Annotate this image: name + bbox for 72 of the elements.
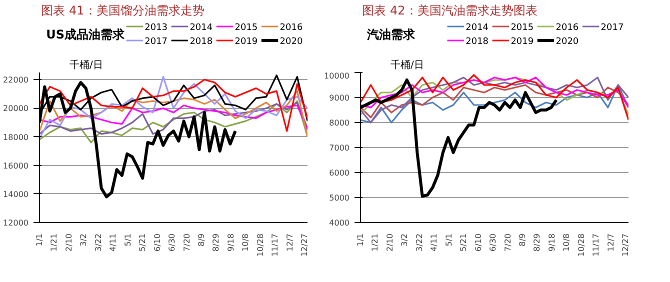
- y-tick-label: 6000: [329, 168, 350, 178]
- x-tick-label: 6/30: [168, 233, 177, 252]
- legend-label: 2020: [556, 37, 579, 47]
- x-tick-label: 9/18: [226, 233, 236, 252]
- legend-label: 2018: [466, 37, 489, 47]
- legend-label: 2016: [280, 23, 303, 33]
- x-tick-label: 8/9: [518, 234, 527, 246]
- y-axis-title: 千桶/日: [390, 59, 424, 71]
- y-tick-label: 4000: [329, 218, 350, 228]
- chart-subtitle: US成品油需求: [46, 28, 126, 42]
- x-tick-label: 10/8: [241, 233, 250, 252]
- x-tick-label: 12/27: [300, 233, 310, 257]
- x-tick-label: 7/20: [503, 233, 512, 252]
- y-axis-title: 千桶/日: [70, 59, 103, 71]
- y-tick-label: 10000: [324, 72, 350, 80]
- x-tick-label: 3/2: [400, 234, 410, 246]
- x-tick-label: 3/22: [94, 233, 103, 252]
- y-tick-label: 12000: [3, 218, 29, 228]
- x-tick-label: 1/1: [35, 234, 44, 246]
- legend-label: 2013: [144, 23, 168, 33]
- x-tick-label: 12/27: [621, 233, 630, 257]
- y-tick-label: 8000: [329, 118, 350, 128]
- chart-title: 图表 41：美国馏分油需求走势: [41, 4, 204, 18]
- x-tick-label: 12/7: [606, 233, 616, 252]
- legend-label: 2018: [190, 37, 213, 47]
- y-tick-label: 18000: [3, 132, 29, 142]
- x-tick-label: 1/1: [356, 234, 365, 246]
- legend-label: 2016: [556, 23, 579, 33]
- x-tick-label: 8/29: [532, 233, 542, 252]
- legend-label: 2020: [280, 37, 303, 47]
- y-tick-label: 14000: [3, 190, 29, 199]
- legend-label: 2019: [510, 37, 534, 47]
- x-tick-label: 1/21: [370, 233, 380, 252]
- x-tick-label: 8/9: [196, 234, 206, 246]
- x-tick-label: 6/10: [474, 233, 483, 252]
- chart-subtitle: 汽油需求: [366, 28, 416, 42]
- x-tick-label: 2/10: [64, 233, 74, 252]
- legend-label: 2014: [466, 23, 489, 33]
- y-tick-label: 9000: [329, 94, 350, 102]
- x-tick-label: 11/17: [592, 233, 601, 257]
- legend-label: 2014: [190, 23, 213, 33]
- y-tick-label: 7000: [329, 144, 350, 152]
- x-tick-label: 4/11: [430, 233, 439, 252]
- x-tick-label: 7/20: [182, 233, 192, 252]
- legend-label: 2017: [600, 23, 624, 33]
- x-tick-label: 10/8: [562, 233, 572, 252]
- x-tick-label: 5/1: [123, 234, 132, 246]
- x-tick-label: 3/2: [79, 234, 88, 246]
- y-tick-label: 22000: [3, 76, 29, 85]
- x-tick-label: 11/17: [270, 233, 280, 257]
- x-tick-label: 2/10: [385, 233, 394, 252]
- x-tick-label: 9/18: [547, 233, 556, 252]
- legend-label: 2015: [510, 23, 534, 33]
- x-tick-label: 4/11: [108, 233, 118, 252]
- x-tick-label: 10/28: [576, 233, 586, 257]
- x-tick-label: 10/28: [256, 233, 265, 257]
- x-tick-label: 8/29: [212, 233, 221, 252]
- y-tick-label: 20000: [3, 104, 29, 114]
- x-tick-label: 3/22: [414, 233, 424, 252]
- x-tick-label: 5/21: [138, 233, 148, 252]
- legend-label: 2017: [144, 37, 168, 47]
- x-tick-label: 1/21: [50, 233, 59, 252]
- x-tick-label: 5/1: [444, 234, 454, 246]
- x-tick-label: 6/30: [488, 233, 498, 252]
- x-tick-label: 6/10: [152, 233, 162, 252]
- legend-label: 2015: [234, 23, 258, 33]
- y-tick-label: 16000: [3, 161, 29, 170]
- chart-title: 图表 42：美国汽油需求走势图表: [362, 4, 538, 18]
- legend-label: 2019: [234, 37, 258, 47]
- x-tick-label: 12/7: [285, 233, 294, 252]
- y-tick-label: 5000: [329, 194, 350, 202]
- x-tick-label: 5/21: [459, 233, 468, 252]
